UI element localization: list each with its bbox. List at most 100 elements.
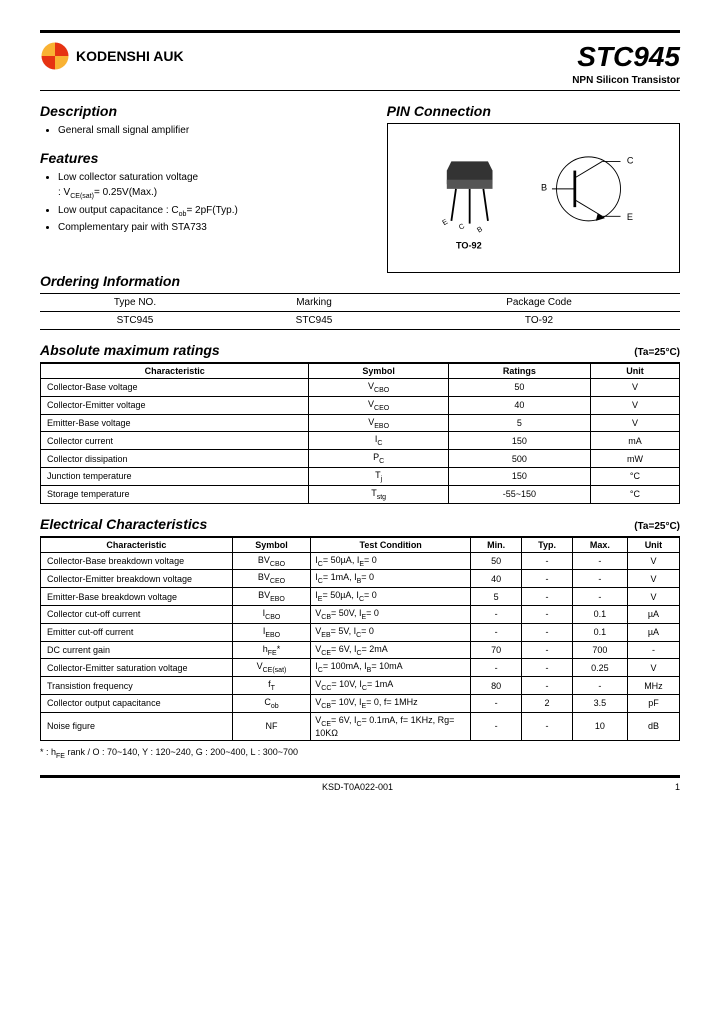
elec-cell: BVCEO <box>232 570 311 588</box>
elec-cell: VCE= 6V, IC= 2mA <box>311 641 471 659</box>
abs-col-header: Symbol <box>309 364 449 379</box>
footer: KSD-T0A022-001 1 <box>40 775 680 792</box>
elec-cell: VCE(sat) <box>232 659 311 677</box>
abs-cell: 40 <box>448 396 590 414</box>
elec-cell: IC= 50µA, IE= 0 <box>311 552 471 570</box>
elec-cell: - <box>572 552 627 570</box>
abs-cell: Collector current <box>41 432 309 450</box>
svg-text:C: C <box>627 155 634 165</box>
elec-cell: pF <box>627 694 679 712</box>
description-heading: Description <box>40 103 363 119</box>
abs-cell: VEBO <box>309 414 449 432</box>
elec-cell: - <box>471 659 522 677</box>
abs-cell: Emitter-Base voltage <box>41 414 309 432</box>
abs-col-header: Unit <box>590 364 679 379</box>
elec-cell: BVEBO <box>232 588 311 606</box>
abs-max-table: CharacteristicSymbolRatingsUnit Collecto… <box>40 363 680 504</box>
elec-cell: - <box>471 694 522 712</box>
svg-text:B: B <box>475 224 484 234</box>
elec-cell: 0.1 <box>572 605 627 623</box>
elec-cell: Emitter-Base breakdown voltage <box>41 588 233 606</box>
logo-block: KODENSHI AUK <box>40 41 184 71</box>
elec-cell: Transistion frequency <box>41 677 233 695</box>
table-row: Collector cut-off currentICBOVCB= 50V, I… <box>41 605 680 623</box>
elec-cell: 0.25 <box>572 659 627 677</box>
abs-cell: Tstg <box>309 485 449 503</box>
elec-cell: V <box>627 570 679 588</box>
elec-cell: - <box>627 641 679 659</box>
elec-cell: IEBO <box>232 623 311 641</box>
elec-cell: DC current gain <box>41 641 233 659</box>
elec-cell: 80 <box>471 677 522 695</box>
elec-cell: ICBO <box>232 605 311 623</box>
elec-cell: 3.5 <box>572 694 627 712</box>
elec-cell: 0.1 <box>572 623 627 641</box>
intro-columns: Description General small signal amplifi… <box>40 103 680 273</box>
desc-item: General small signal amplifier <box>58 123 363 138</box>
ord-col: Type NO. <box>40 294 230 312</box>
abs-cell: Junction temperature <box>41 467 309 485</box>
elec-cell: 50 <box>471 552 522 570</box>
abs-cell: 150 <box>448 467 590 485</box>
elec-col-header: Symbol <box>232 537 311 552</box>
svg-text:TO-92: TO-92 <box>456 240 482 250</box>
table-row: Transistion frequencyfTVCC= 10V, IC= 1mA… <box>41 677 680 695</box>
table-row: Storage temperatureTstg-55~150°C <box>41 485 680 503</box>
ordering-table: Type NO. Marking Package Code STC945 STC… <box>40 293 680 330</box>
elec-col-header: Typ. <box>522 537 573 552</box>
svg-text:E: E <box>440 217 449 227</box>
elec-cell: 700 <box>572 641 627 659</box>
elec-cell: - <box>522 605 573 623</box>
product-block: STC945 NPN Silicon Transistor <box>572 41 680 86</box>
table-row: Collector-Emitter voltageVCEO40V <box>41 396 680 414</box>
table-row: DC current gainhFE*VCE= 6V, IC= 2mA70-70… <box>41 641 680 659</box>
elec-cell: Collector-Emitter saturation voltage <box>41 659 233 677</box>
elec-cell: IE= 50µA, IC= 0 <box>311 588 471 606</box>
elec-col-header: Test Condition <box>311 537 471 552</box>
product-title: STC945 <box>572 41 680 73</box>
elec-cell: - <box>572 588 627 606</box>
top-rule <box>40 30 680 33</box>
abs-cell: Storage temperature <box>41 485 309 503</box>
elec-cell: dB <box>627 712 679 740</box>
logo-icon <box>40 41 70 71</box>
elec-cell: V <box>627 659 679 677</box>
table-row: Collector currentIC150mA <box>41 432 680 450</box>
elec-cell: 70 <box>471 641 522 659</box>
ord-cell: TO-92 <box>398 312 680 330</box>
elec-cell: hFE* <box>232 641 311 659</box>
page-num: 1 <box>675 782 680 792</box>
table-row: Collector-Base voltageVCBO50V <box>41 379 680 397</box>
pin-diagram: E C B C E B TO-92 <box>387 123 680 273</box>
abs-cell: Collector-Base voltage <box>41 379 309 397</box>
elec-cell: - <box>522 623 573 641</box>
elec-cell: - <box>522 659 573 677</box>
elec-cell: NF <box>232 712 311 740</box>
abs-cell: Collector dissipation <box>41 450 309 468</box>
elec-cell: - <box>522 641 573 659</box>
pin-heading: PIN Connection <box>387 103 680 119</box>
elec-cell: - <box>522 712 573 740</box>
elec-col-header: Max. <box>572 537 627 552</box>
elec-cell: IC= 100mA, IB= 10mA <box>311 659 471 677</box>
abs-cell: mA <box>590 432 679 450</box>
elec-cell: - <box>572 570 627 588</box>
table-row: Collector-Base breakdown voltageBVCBOIC=… <box>41 552 680 570</box>
svg-text:B: B <box>541 183 547 193</box>
abs-cell: V <box>590 379 679 397</box>
abs-cell: Tj <box>309 467 449 485</box>
elec-cell: V <box>627 552 679 570</box>
elec-cell: VCE= 6V, IC= 0.1mA, f= 1KHz, Rg= 10KΩ <box>311 712 471 740</box>
elec-col-header: Characteristic <box>41 537 233 552</box>
footnote: * : hFE rank / O : 70~140, Y : 120~240, … <box>40 747 680 760</box>
abs-cell: 5 <box>448 414 590 432</box>
feat-item: Low collector saturation voltage: VCE(sa… <box>58 170 363 203</box>
doc-id: KSD-T0A022-001 <box>322 782 393 792</box>
ord-cell: STC945 <box>230 312 398 330</box>
abs-col-header: Ratings <box>448 364 590 379</box>
elec-cell: - <box>522 570 573 588</box>
feat-item: Complementary pair with STA733 <box>58 220 363 235</box>
abs-cell: °C <box>590 485 679 503</box>
table-row: Collector dissipationPC500mW <box>41 450 680 468</box>
elec-cell: - <box>471 712 522 740</box>
